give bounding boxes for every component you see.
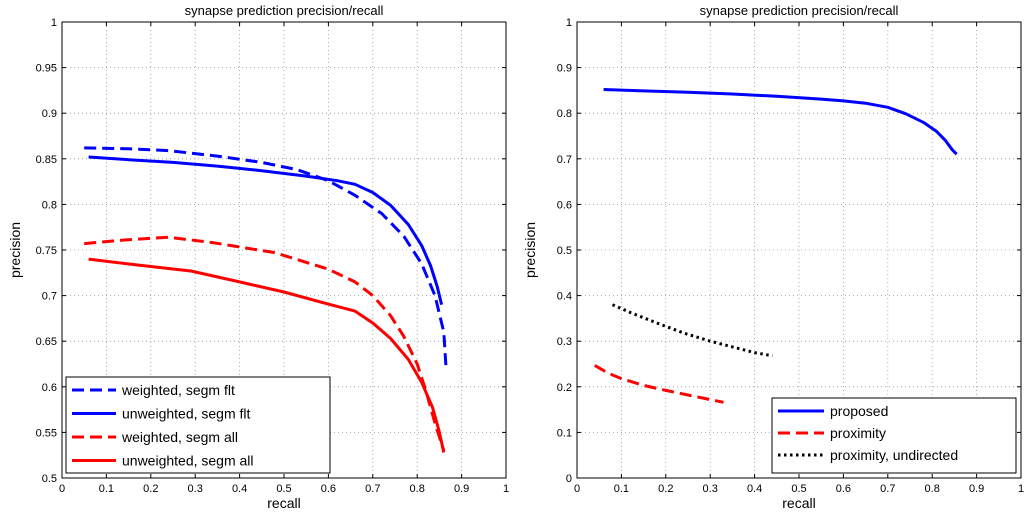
series-line-0 bbox=[603, 88, 958, 156]
y-tick-label: 0.4 bbox=[557, 291, 572, 303]
y-axis-label: precision bbox=[7, 222, 23, 278]
legend: weighted, segm flt unweighted, segm flt we… bbox=[65, 376, 331, 474]
y-tick-label: 0.9 bbox=[42, 108, 57, 120]
legend: proposed proximity proximity, undirected bbox=[771, 397, 1017, 474]
chart-left: 0 0.1 0.2 0.3 0.4 0.5 0.6 0.7 0.8 0.9 1 0.5 0.55 0.6 0… bbox=[7, 3, 509, 511]
y-tick-label: 1 bbox=[51, 17, 57, 29]
y-tick-label: 0.55 bbox=[36, 427, 57, 439]
x-tick-label: 0.5 bbox=[276, 483, 291, 495]
y-axis-label: precision bbox=[522, 222, 538, 278]
x-tick-label: 0.7 bbox=[365, 483, 380, 495]
x-tick-label: 0.4 bbox=[747, 483, 762, 495]
x-tick-label: 0.1 bbox=[614, 483, 629, 495]
legend-label-0: proposed bbox=[830, 403, 888, 419]
y-tick-label: 0 bbox=[566, 473, 572, 485]
legend-label-2: weighted, segm all bbox=[121, 429, 238, 445]
x-tick-label: 1 bbox=[1018, 483, 1024, 495]
x-tick-label: 0.8 bbox=[925, 483, 940, 495]
series-line-2 bbox=[611, 303, 773, 358]
y-tick-label: 0.75 bbox=[36, 245, 57, 257]
y-tick-label: 0.2 bbox=[557, 382, 572, 394]
y-tick-label: 0.6 bbox=[42, 382, 57, 394]
y-tick-label: 0.1 bbox=[557, 427, 572, 439]
x-axis-label: recall bbox=[782, 495, 815, 511]
legend-label-3: unweighted, segm all bbox=[122, 453, 254, 469]
y-tick-label: 0.85 bbox=[36, 154, 57, 166]
x-tick-label: 0.9 bbox=[454, 483, 469, 495]
x-tick-label: 0.6 bbox=[321, 483, 336, 495]
x-tick-label: 0.2 bbox=[658, 483, 673, 495]
x-tick-label: 0.1 bbox=[99, 483, 114, 495]
grid bbox=[62, 22, 506, 478]
y-tick-label: 0.7 bbox=[557, 154, 572, 166]
series-line-3 bbox=[88, 257, 446, 453]
series-line-0 bbox=[84, 146, 448, 369]
y-tick-label: 0.8 bbox=[42, 199, 57, 211]
legend-box bbox=[65, 376, 331, 474]
y-tick-label: 0.95 bbox=[36, 63, 57, 75]
legend-label-0: weighted, segm flt bbox=[121, 382, 235, 398]
y-tick-label: 0.9 bbox=[557, 63, 572, 75]
series-line-1 bbox=[594, 364, 724, 404]
x-tick-label: 0.5 bbox=[791, 483, 806, 495]
x-tick-label: 0 bbox=[574, 483, 580, 495]
chart-title: synapse prediction precision/recall bbox=[700, 3, 899, 18]
chart-title: synapse prediction precision/recall bbox=[185, 3, 384, 18]
x-axis-label: recall bbox=[267, 495, 300, 511]
x-tick-label: 0.3 bbox=[188, 483, 203, 495]
series-line-1 bbox=[88, 155, 444, 306]
legend-label-1: proximity bbox=[830, 425, 886, 441]
y-tick-label: 0.5 bbox=[557, 245, 572, 257]
x-tick-label: 0.9 bbox=[969, 483, 984, 495]
y-tick-label: 0.7 bbox=[42, 291, 57, 303]
x-tick-label: 0 bbox=[59, 483, 65, 495]
legend-label-2: proximity, undirected bbox=[830, 447, 958, 463]
y-tick-label: 0.65 bbox=[36, 336, 57, 348]
legend-label-1: unweighted, segm flt bbox=[122, 406, 251, 422]
chart-right: 0 0.1 0.2 0.3 0.4 0.5 0.6 0.7 0.8 0.9 1 0 0.1 0.2 0.3 0… bbox=[522, 3, 1024, 511]
x-tick-label: 0.8 bbox=[410, 483, 425, 495]
y-tick-label: 1 bbox=[566, 17, 572, 29]
y-tick-label: 0.5 bbox=[42, 473, 57, 485]
y-tick-label: 0.8 bbox=[557, 108, 572, 120]
x-tick-label: 1 bbox=[503, 483, 509, 495]
y-tick-label: 0.6 bbox=[557, 199, 572, 211]
x-tick-label: 0.3 bbox=[703, 483, 718, 495]
x-tick-label: 0.4 bbox=[232, 483, 247, 495]
x-tick-label: 0.2 bbox=[143, 483, 158, 495]
y-tick-label: 0.3 bbox=[557, 336, 572, 348]
x-tick-label: 0.7 bbox=[880, 483, 895, 495]
x-tick-label: 0.6 bbox=[836, 483, 851, 495]
